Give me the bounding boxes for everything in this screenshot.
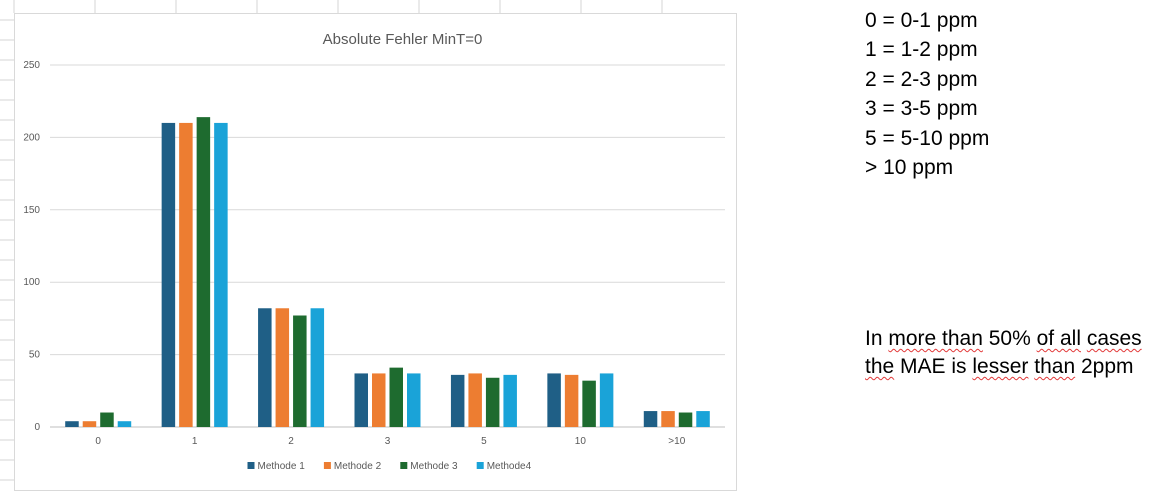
legend-note-line: 2 = 2-3 ppm — [865, 67, 978, 91]
bar — [100, 412, 114, 427]
y-tick-label: 200 — [23, 132, 40, 143]
bar — [485, 377, 500, 427]
bar — [696, 411, 710, 427]
spreadsheet-gridlines — [0, 0, 663, 481]
bar — [547, 373, 561, 427]
category-legend-notes: 0 = 0-1 ppm 1 = 1-2 ppm 2 = 2-3 ppm 3 = 3-5… — [865, 6, 989, 182]
legend-note-line: 1 = 1-2 ppm — [865, 38, 978, 62]
y-tick-label: 250 — [23, 60, 40, 71]
bar — [582, 380, 596, 427]
x-tick-label: >10 — [668, 436, 685, 447]
conclusion-word: 2ppm — [1075, 355, 1134, 378]
conclusion-word: 50% — [982, 327, 1037, 350]
bar — [503, 374, 517, 427]
legend-label: Methode 1 — [258, 461, 306, 472]
bar — [468, 373, 482, 427]
y-tick-label: 0 — [34, 422, 40, 433]
legend-swatch — [400, 462, 408, 469]
legend-note-line: > 10 ppm — [865, 156, 954, 180]
bar — [196, 117, 211, 428]
conclusion-word: MAE is — [894, 355, 973, 378]
conclusion-word: In — [865, 327, 889, 350]
bar — [275, 308, 290, 427]
bar — [82, 421, 97, 427]
legend-note-line: 0 = 0-1 ppm — [865, 9, 978, 32]
bar — [678, 412, 693, 427]
x-tick-label: 5 — [481, 436, 487, 447]
x-tick-label: 2 — [288, 436, 294, 447]
y-tick-label: 150 — [23, 205, 40, 216]
conclusion-word-underlined: cases the — [865, 327, 1142, 378]
bar — [643, 411, 658, 427]
bar — [179, 122, 193, 428]
bar — [65, 421, 79, 427]
conclusion-text: In more than 50% of all cases the MAE is… — [865, 325, 1150, 381]
x-tick-label: 10 — [575, 436, 587, 447]
bar — [407, 373, 421, 427]
legend-swatch — [323, 462, 331, 469]
legend-note-line: 5 = 5-10 ppm — [865, 126, 990, 150]
conclusion-word-underlined: lesser — [972, 355, 1029, 378]
conclusion-word-underlined: of all — [1036, 327, 1081, 350]
bar — [450, 374, 465, 427]
bar — [214, 122, 228, 428]
bar — [258, 308, 272, 427]
bar — [354, 373, 368, 427]
x-tick-label: 1 — [192, 436, 198, 447]
bar — [161, 122, 176, 428]
bar — [599, 373, 614, 427]
bar — [310, 308, 325, 427]
bar — [564, 374, 579, 427]
legend-label: Methode 2 — [334, 461, 382, 472]
legend-label: Methode 3 — [410, 461, 458, 472]
chart-title: Absolute Fehler MinT=0 — [323, 31, 483, 48]
conclusion-word-underlined: more than — [888, 327, 983, 350]
bar — [293, 315, 307, 427]
legend-swatch — [476, 462, 484, 469]
bar — [372, 373, 386, 427]
bar-chart: Absolute Fehler MinT=0 0 50 100 150 200 250 0 1 2… — [23, 31, 725, 472]
legend-swatch — [247, 462, 255, 469]
legend-label: Methode4 — [487, 461, 532, 472]
conclusion-word-underlined: than — [1034, 355, 1076, 378]
y-tick-label: 100 — [23, 277, 40, 288]
x-tick-label: 3 — [385, 436, 391, 447]
x-tick-label: 0 — [95, 436, 101, 447]
bar — [661, 411, 675, 427]
bar — [389, 367, 403, 427]
chart-area[interactable]: Absolute Fehler MinT=0 0 50 100 150 200 250 0 1 2… — [14, 13, 737, 491]
bar — [117, 421, 132, 427]
legend-note-line: 3 = 3-5 ppm — [865, 97, 978, 121]
y-tick-label: 50 — [29, 350, 41, 361]
